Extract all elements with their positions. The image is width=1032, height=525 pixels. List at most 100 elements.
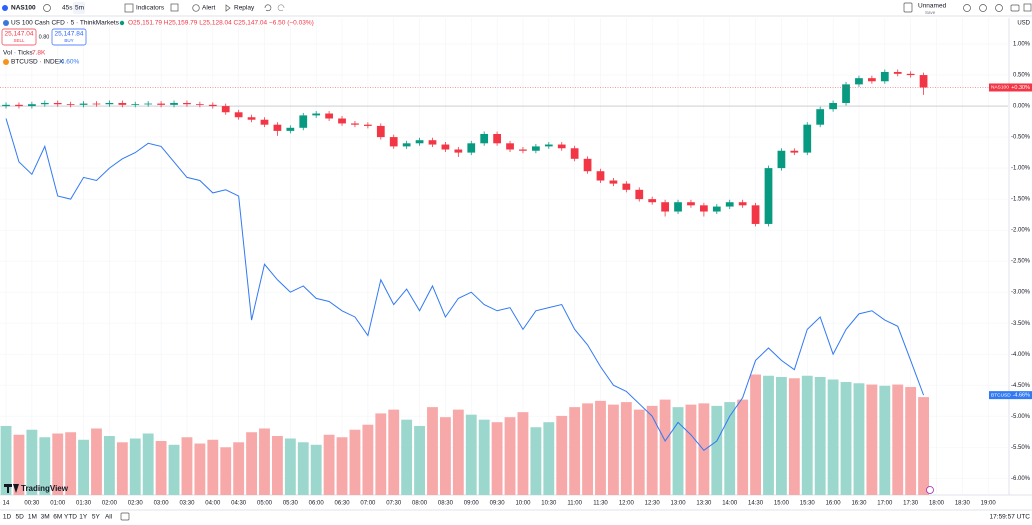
candle-body (790, 150, 799, 153)
plot-area (0, 18, 1032, 496)
volume-bar (750, 374, 761, 495)
legend-title: US 100 Cash CFD · 5 · ThinkMarkets (11, 20, 120, 27)
y-tick-label: -3.50% (1011, 321, 1031, 327)
market-status (119, 20, 125, 26)
buy-label[interactable]: BUY (64, 38, 73, 43)
candle-body (338, 118, 346, 124)
candle-body (596, 171, 605, 181)
volume-bar (775, 377, 787, 495)
interval[interactable]: 45s (62, 5, 73, 12)
volume-bar (401, 419, 413, 495)
volume-bar (517, 412, 529, 495)
candle-body (260, 119, 269, 125)
candle-body (79, 103, 88, 105)
candle-body (92, 103, 101, 105)
replay-button[interactable]: Replay (234, 5, 255, 12)
legend-ohlc: O25,151.79 H25,159.79 L25,128.04 C25,147… (128, 20, 314, 27)
volume-bar (569, 407, 581, 495)
date-range-icon[interactable] (120, 512, 130, 521)
volume-bar (595, 400, 606, 495)
range-button[interactable]: YTD (64, 514, 77, 521)
snapshot-icon[interactable] (1010, 4, 1020, 12)
x-tick-label: 14:30 (748, 501, 764, 507)
volume-bar (78, 439, 89, 495)
spread: 0.80 (39, 34, 50, 40)
candle-body (764, 168, 773, 224)
volume-bar (827, 379, 839, 495)
save-label[interactable]: Save (925, 10, 936, 15)
indicators-icon (124, 3, 134, 13)
alert-button[interactable]: Alert (202, 5, 216, 12)
volume-bar (323, 434, 335, 495)
volume-bar (207, 439, 219, 495)
x-tick-label: 11:30 (593, 501, 608, 507)
indicators-button[interactable]: Indicators (136, 5, 165, 12)
event-marker[interactable] (926, 486, 934, 494)
range-button[interactable]: 1Y (79, 514, 88, 521)
volume-bar (879, 385, 891, 495)
symbol[interactable]: NAS100 (11, 5, 36, 12)
candle-body (557, 144, 566, 149)
layout-icon[interactable] (170, 3, 179, 12)
volume-bar (91, 428, 102, 495)
volume-bar (543, 422, 555, 495)
sell-price[interactable]: 25,147.04 (5, 31, 34, 38)
candle-body (441, 144, 450, 150)
search-icon[interactable] (963, 4, 971, 12)
fullscreen-icon[interactable] (1023, 3, 1032, 12)
range-button[interactable]: 5D (16, 514, 25, 521)
last-value-tag (989, 83, 1032, 92)
candle-body (131, 104, 140, 106)
volume-bar (194, 443, 206, 495)
x-tick-label: 18:30 (955, 501, 971, 507)
candle-body (674, 202, 682, 212)
layout-name[interactable]: Unnamed (918, 3, 947, 10)
candle-body (299, 115, 308, 128)
range-button[interactable]: 3M (41, 514, 50, 521)
volume-bar (388, 409, 400, 495)
volume-bar (530, 427, 542, 495)
btc-icon (3, 59, 9, 65)
last-value-tag (989, 391, 1032, 400)
layout-checkbox[interactable] (903, 2, 913, 13)
volume-bar (465, 414, 477, 495)
candle-body (144, 103, 153, 105)
x-tick-label: 07:00 (360, 501, 376, 507)
undo[interactable] (264, 4, 272, 12)
volume-bar (271, 436, 283, 495)
y-tick-label: 1.00% (1013, 42, 1031, 48)
candle-body (402, 143, 411, 147)
buy-price[interactable]: 25,147.84 (55, 31, 84, 38)
x-tick-label: 13:30 (696, 501, 712, 507)
volume-bar (439, 417, 451, 495)
candle-body (648, 199, 657, 203)
range-button[interactable]: 6M (53, 514, 62, 521)
candle-body (532, 146, 540, 151)
sell-button[interactable] (1, 28, 37, 46)
buy-button[interactable] (51, 28, 87, 46)
series-name-tag: NAS100 (991, 85, 1009, 91)
range-button[interactable]: 1M (28, 514, 37, 521)
range-button[interactable]: All (105, 514, 113, 521)
candle-body (183, 102, 191, 105)
redo[interactable] (277, 4, 285, 12)
candle-body (105, 102, 114, 105)
x-tick-label: 05:00 (257, 501, 273, 507)
range-button[interactable]: 5Y (92, 514, 101, 521)
compare-icon[interactable] (979, 4, 987, 12)
candle-body (609, 180, 618, 184)
replay-icon (225, 4, 231, 12)
interval[interactable]: 5m (75, 5, 84, 12)
settings-icon[interactable] (995, 4, 1003, 12)
volume-legend: Vol · Ticks (3, 50, 33, 57)
candle-body (880, 71, 889, 82)
range-button[interactable]: 1D (3, 514, 12, 521)
candle-body (583, 158, 592, 172)
volume-bar (129, 438, 141, 495)
sell-label[interactable]: SELL (13, 38, 25, 43)
candle-body (622, 183, 631, 190)
y-tick-label: -3.00% (1011, 290, 1031, 296)
candle-body (480, 133, 489, 144)
add-symbol[interactable] (43, 4, 51, 12)
candle-body (570, 148, 579, 159)
